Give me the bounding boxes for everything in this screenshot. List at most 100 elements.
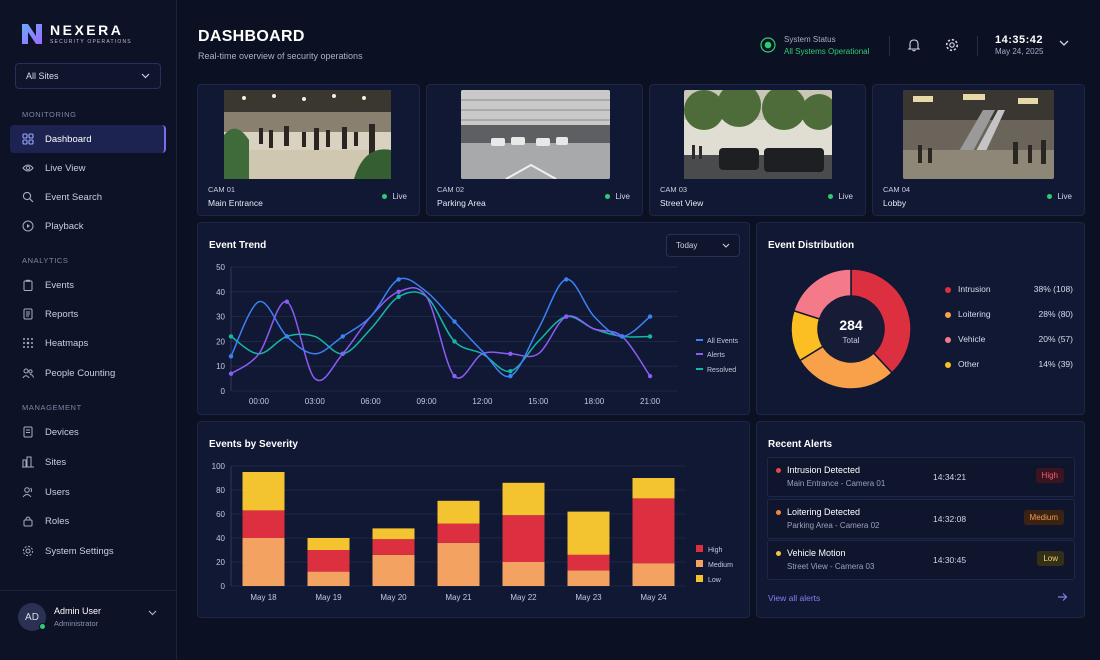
severity-badge: Low	[1037, 551, 1064, 566]
alert-row[interactable]: Intrusion Detected Main Entrance - Camer…	[767, 457, 1075, 497]
camera-live-status: Live	[605, 192, 630, 201]
bar-segment-medium	[567, 570, 610, 586]
bar-segment-high	[307, 550, 350, 572]
arrow-right-icon[interactable]	[1057, 592, 1068, 602]
live-label: Live	[838, 192, 853, 201]
header-divider	[977, 36, 978, 56]
chevron-down-icon	[722, 243, 730, 248]
legend-label: Low	[708, 577, 722, 584]
sidebar-item-users[interactable]: Users	[10, 478, 166, 506]
sidebar-item-roles[interactable]: Roles	[10, 507, 166, 535]
sidebar-item-heatmaps[interactable]: Heatmaps	[10, 329, 166, 357]
live-label: Live	[615, 192, 630, 201]
camera-card[interactable]: CAM 03 Street View Live	[649, 84, 866, 216]
heatmap-icon	[23, 338, 33, 348]
sidebar-item-label: Events	[45, 279, 75, 291]
alert-location: Parking Area - Camera 02	[787, 521, 880, 530]
sidebar-item-dashboard[interactable]: Dashboard	[10, 125, 166, 153]
alert-time: 14:32:08	[933, 514, 967, 524]
sidebar-item-devices[interactable]: Devices	[10, 418, 166, 446]
sidebar-item-label: Reports	[45, 308, 79, 320]
sidebar-item-event-search[interactable]: Event Search	[10, 183, 166, 211]
site-select[interactable]: All Sites	[15, 63, 161, 89]
legend-item: Vehicle 20% (57)	[945, 334, 1073, 344]
alert-row[interactable]: Vehicle Motion Street View - Camera 03 1…	[767, 540, 1075, 580]
camera-feed-image[interactable]	[903, 90, 1054, 179]
bar-segment-medium	[502, 562, 545, 586]
camera-name: Lobby	[883, 198, 907, 208]
legend-item: Other 14% (39)	[945, 359, 1073, 369]
bar-segment-high	[632, 498, 675, 564]
severity-dot	[776, 551, 781, 556]
camera-feed-image[interactable]	[224, 90, 391, 179]
brand-logo[interactable]: NEXERA SECURITY OPERATIONS	[20, 22, 132, 46]
y-tick-label: 30	[216, 313, 225, 322]
legend-label: Resolved	[707, 367, 736, 374]
bar-segment-low	[437, 500, 480, 524]
camera-live-status: Live	[382, 192, 407, 201]
camera-card[interactable]: CAM 01 Main Entrance Live	[197, 84, 420, 216]
system-status-label: System Status	[784, 35, 836, 44]
camera-feed-image[interactable]	[461, 90, 610, 179]
y-tick-label: 100	[212, 462, 226, 471]
bar-segment-low	[632, 478, 675, 499]
camera-live-status: Live	[1047, 192, 1072, 201]
chevron-down-icon[interactable]	[1059, 40, 1069, 47]
legend-label: Loitering	[945, 309, 991, 319]
alert-title: Vehicle Motion	[787, 548, 846, 558]
user-role: Administrator	[54, 619, 99, 628]
data-point	[647, 314, 653, 319]
header-divider	[889, 36, 890, 56]
bar-segment-high	[502, 515, 545, 562]
site-select-value: All Sites	[26, 71, 59, 81]
sidebar-item-label: Dashboard	[45, 133, 92, 145]
range-select[interactable]: Today	[666, 234, 740, 257]
x-tick-label: May 20	[380, 593, 407, 602]
y-tick-label: 20	[216, 337, 225, 346]
severity-chart: 0 20 40 60 80 100 May 18 May 19 May 20 May 21 May …	[212, 462, 733, 602]
system-status-value: All Systems Operational	[784, 47, 870, 56]
device-icon	[23, 426, 33, 438]
user-name: Admin User	[54, 606, 102, 616]
card-title: Event Distribution	[768, 240, 855, 251]
x-tick-label: May 21	[445, 593, 472, 602]
sidebar-item-live-view[interactable]: Live View	[10, 154, 166, 182]
sidebar-item-sites[interactable]: Sites	[10, 448, 166, 476]
nav-section-monitoring: MONITORING	[22, 110, 77, 119]
legend-swatch	[945, 361, 951, 368]
sidebar-item-reports[interactable]: Reports	[10, 300, 166, 328]
sidebar-item-people-counting[interactable]: People Counting	[10, 359, 166, 387]
legend-item: Loitering 28% (80)	[945, 309, 1073, 319]
data-point	[340, 334, 345, 339]
sidebar-item-system-settings[interactable]: System Settings	[10, 537, 166, 565]
sidebar-item-events[interactable]: Events	[10, 271, 166, 299]
event-trend-card: Event Trend Today 0 10 20 30 40 50 00:00 03:00 0…	[197, 222, 750, 415]
data-point	[228, 334, 234, 339]
legend-swatch	[696, 545, 703, 552]
y-tick-label: 80	[216, 486, 225, 495]
camera-card[interactable]: CAM 04 Lobby Live	[872, 84, 1085, 216]
camera-card[interactable]: CAM 02 Parking Area Live	[426, 84, 643, 216]
alert-row[interactable]: Loitering Detected Parking Area - Camera…	[767, 499, 1075, 539]
bell-icon[interactable]	[907, 38, 921, 52]
camera-name: Street View	[660, 198, 704, 208]
data-point	[508, 368, 513, 374]
chevron-down-icon[interactable]	[148, 610, 157, 616]
view-all-alerts-link[interactable]: View all alerts	[768, 593, 821, 603]
nexera-logo-icon	[22, 24, 42, 44]
legend-swatch	[945, 336, 951, 343]
donut-hole	[818, 296, 884, 362]
x-tick-label: 03:00	[305, 397, 326, 406]
y-tick-label: 20	[216, 558, 225, 567]
series-line-all-events	[230, 277, 651, 378]
sidebar-item-label: Event Search	[45, 191, 103, 203]
alert-time: 14:30:45	[933, 555, 967, 565]
user-profile[interactable]: AD Admin User Administrator	[0, 590, 176, 640]
sidebar-item-label: Heatmaps	[45, 337, 89, 349]
legend-swatch	[696, 560, 703, 567]
gear-icon[interactable]	[945, 38, 959, 52]
bar-segment-high	[372, 539, 415, 555]
data-point	[619, 334, 625, 339]
sidebar-item-playback[interactable]: Playback	[10, 212, 166, 240]
camera-feed-image[interactable]	[684, 90, 832, 179]
